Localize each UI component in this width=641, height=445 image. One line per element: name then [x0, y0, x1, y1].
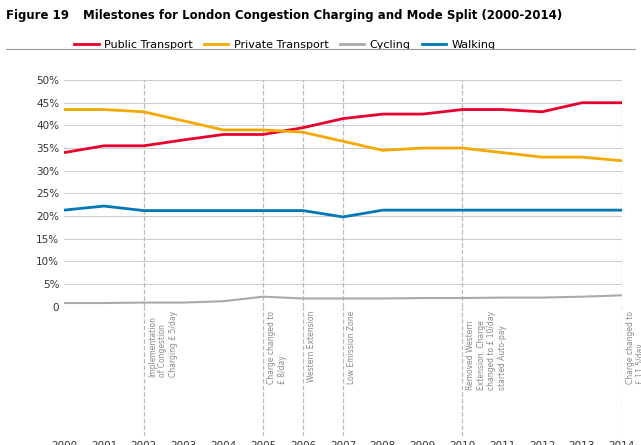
Text: Charge changed to
£ 11.5/day: Charge changed to £ 11.5/day	[626, 311, 641, 384]
Text: Figure 19: Figure 19	[6, 9, 69, 22]
Text: Milestones for London Congestion Charging and Mode Split (2000-2014): Milestones for London Congestion Chargin…	[83, 9, 563, 22]
Text: Low Emission Zone: Low Emission Zone	[347, 311, 356, 384]
Text: Implementation
of Congestion
Charging £ 5/day: Implementation of Congestion Charging £ …	[147, 311, 178, 376]
Text: Charge changed to
£ 8/day: Charge changed to £ 8/day	[267, 311, 287, 384]
Text: Western Extension: Western Extension	[307, 311, 316, 382]
Legend: Public Transport, Private Transport, Cycling, Walking: Public Transport, Private Transport, Cyc…	[70, 36, 501, 55]
Text: Removed Western
Extension. Charge
changed to £ 10/day
started Auto-pay: Removed Western Extension. Charge change…	[467, 311, 506, 390]
